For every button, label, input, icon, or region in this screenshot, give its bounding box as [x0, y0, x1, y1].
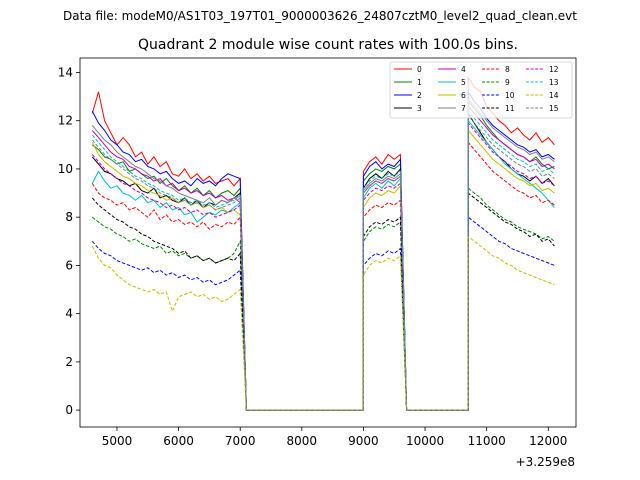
legend-label-4: 4 — [461, 65, 466, 74]
y-tick-label: 8 — [65, 210, 73, 224]
legend-label-5: 5 — [461, 78, 466, 87]
legend-label-12: 12 — [549, 65, 559, 74]
legend-label-14: 14 — [549, 91, 559, 100]
series-line-15 — [91, 114, 555, 411]
chart-title: Quadrant 2 module wise count rates with … — [138, 37, 518, 53]
legend-label-8: 8 — [505, 65, 510, 74]
y-tick-label: 12 — [58, 114, 73, 128]
y-tick-label: 2 — [65, 355, 73, 369]
y-tick-label: 10 — [58, 162, 73, 176]
legend-label-3: 3 — [417, 104, 422, 113]
y-tick-label: 0 — [65, 403, 73, 417]
legend-label-2: 2 — [417, 91, 422, 100]
legend-label-11: 11 — [505, 104, 515, 113]
y-tick-label: 14 — [58, 65, 73, 79]
y-axis: 0 2 4 6 8 10 12 14 — [58, 65, 80, 417]
series-line-9 — [91, 187, 555, 411]
legend-label-9: 9 — [505, 78, 510, 87]
y-tick-label: 6 — [65, 258, 73, 272]
x-tick-label: 5000 — [102, 434, 133, 448]
plot-area — [80, 58, 576, 427]
x-tick-label: 9000 — [348, 434, 379, 448]
x-tick-label: 8000 — [287, 434, 318, 448]
series-lines — [91, 75, 555, 411]
legend-label-15: 15 — [549, 104, 559, 113]
x-tick-label: 7000 — [225, 434, 256, 448]
legend-label-6: 6 — [461, 91, 466, 100]
x-tick-label: 12000 — [529, 434, 567, 448]
x-axis-offset-label: +3.259e8 — [516, 455, 575, 469]
y-tick-label: 4 — [65, 307, 73, 321]
series-line-14 — [91, 235, 555, 411]
figure-suptitle: Data file: modeM0/AS1T03_197T01_90000036… — [63, 9, 577, 23]
x-tick-label: 10000 — [406, 434, 444, 448]
x-axis: 5000 6000 7000 8000 9000 10000 11000 12000 — [102, 427, 567, 448]
axes-frame — [79, 57, 577, 428]
x-tick-label: 11000 — [468, 434, 506, 448]
legend-label-1: 1 — [417, 78, 422, 87]
legend-label-10: 10 — [505, 91, 515, 100]
legend-box — [389, 61, 573, 119]
legend-label-13: 13 — [549, 78, 559, 87]
legend-label-7: 7 — [461, 104, 466, 113]
legend-label-0: 0 — [417, 65, 422, 74]
x-tick-label: 6000 — [163, 434, 194, 448]
